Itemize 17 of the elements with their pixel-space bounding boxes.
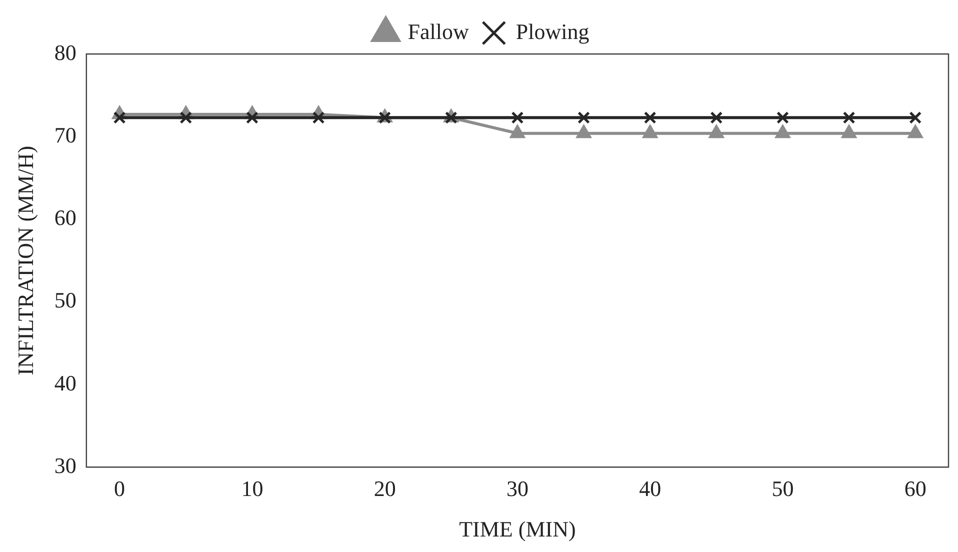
x-tick-label: 20	[374, 476, 396, 502]
x-tick-label: 0	[114, 476, 126, 502]
y-tick-label: 50	[54, 288, 76, 313]
y-tick-label: 40	[54, 370, 76, 396]
x-tick-label: 40	[639, 476, 662, 502]
y-tick-label: 80	[54, 40, 76, 65]
x-tick-label: 60	[904, 476, 926, 502]
x-axis-title: TIME (MIN)	[459, 516, 576, 542]
x-tick-label: 50	[772, 476, 794, 502]
legend-label: Fallow	[408, 18, 469, 44]
legend-label: Plowing	[516, 18, 590, 44]
y-tick-label: 30	[54, 452, 76, 478]
x-tick-label: 30	[506, 476, 528, 502]
y-axis-title: INFILTRATION (MM/H)	[12, 146, 38, 376]
y-tick-label: 70	[54, 122, 76, 148]
y-tick-label: 60	[54, 205, 76, 230]
x-tick-label: 10	[241, 476, 264, 502]
